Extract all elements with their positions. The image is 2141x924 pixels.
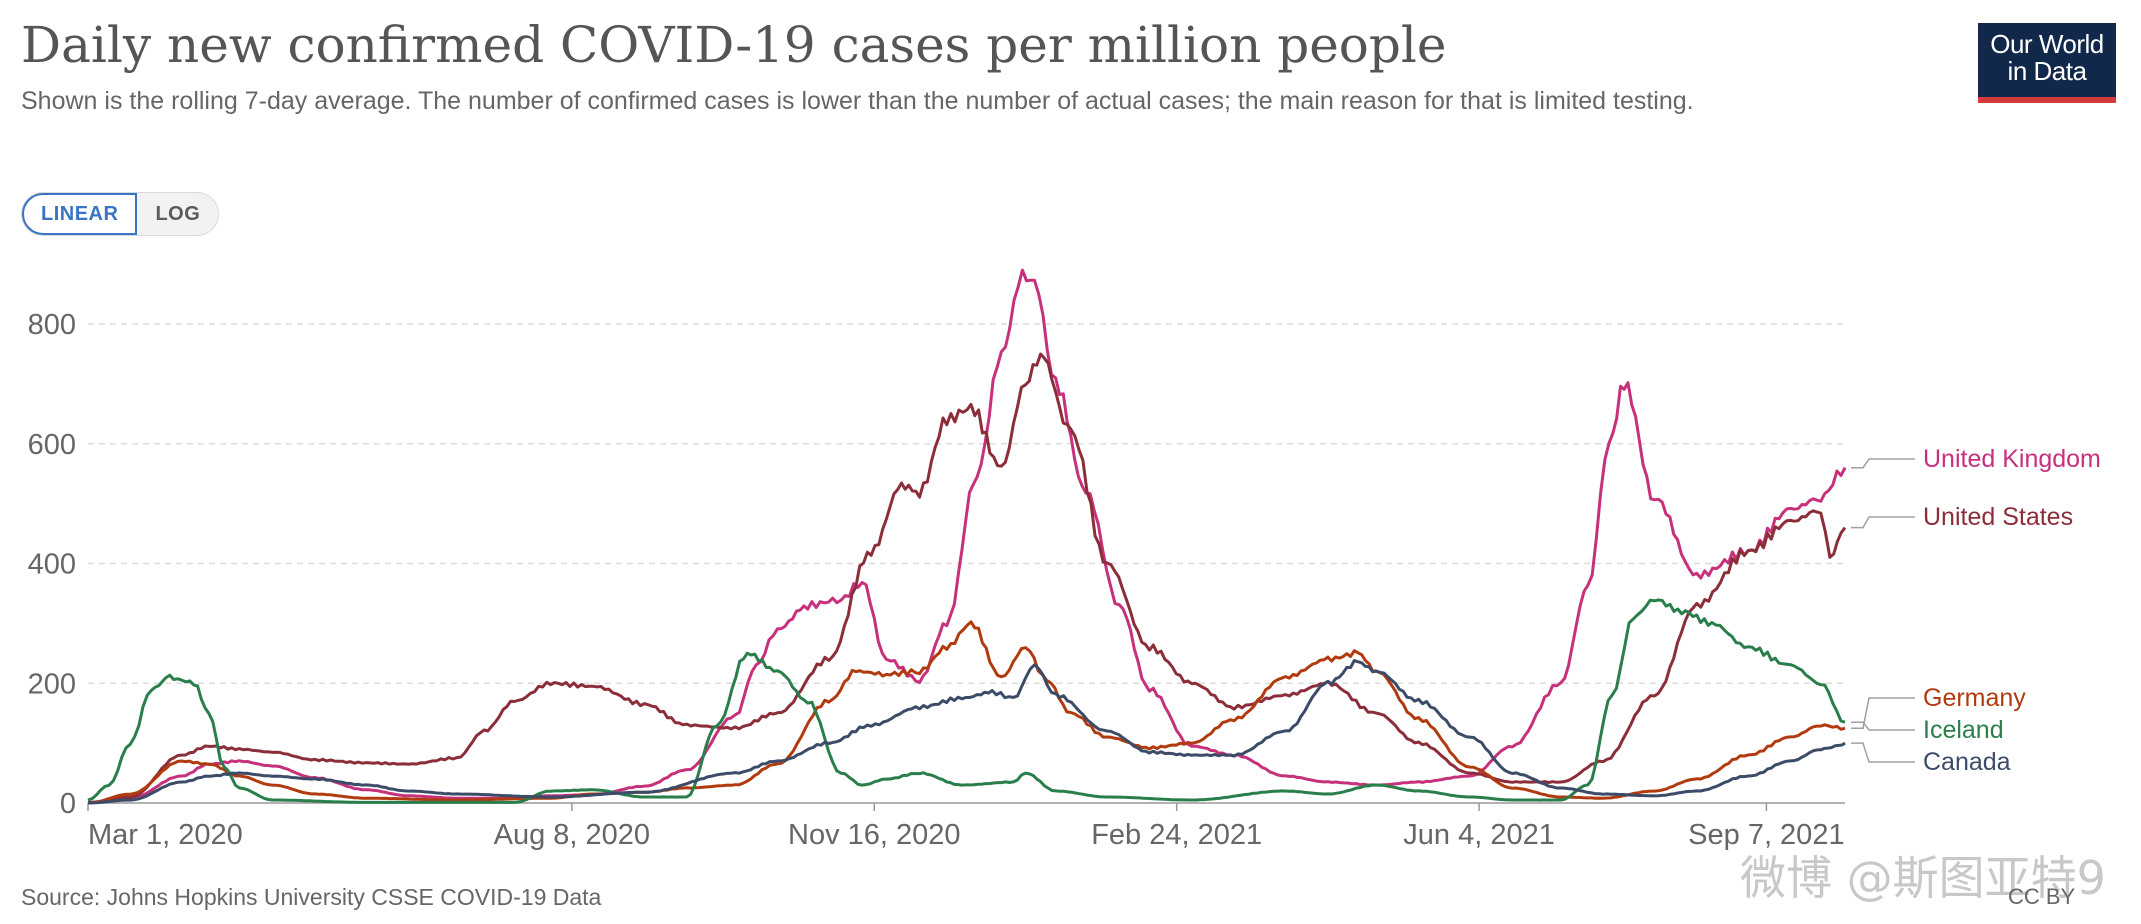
label-connector xyxy=(1851,742,1915,763)
chart-subtitle: Shown is the rolling 7-day average. The … xyxy=(21,87,1694,115)
y-tick-label: 800 xyxy=(28,309,76,341)
y-tick-label: 0 xyxy=(60,788,76,820)
watermark: 微博 @斯图亚特9 xyxy=(1740,851,2106,905)
our-world-in-data-logo[interactable]: Our World in Data xyxy=(1978,23,2116,103)
series-label-united-states[interactable]: United States xyxy=(1923,503,2073,531)
y-tick-label: 200 xyxy=(28,668,76,700)
label-connector xyxy=(1851,458,1915,469)
series-lines xyxy=(87,268,1847,805)
series-line-germany[interactable] xyxy=(87,620,1846,805)
logo-line-1: Our World xyxy=(1990,29,2104,59)
series-line-canada[interactable] xyxy=(87,659,1846,805)
y-tick-label: 400 xyxy=(28,549,76,581)
gridlines xyxy=(88,323,1845,684)
x-tick-label: Jun 4, 2021 xyxy=(1403,819,1555,851)
license-label[interactable]: CC BY xyxy=(2008,884,2076,909)
label-connector xyxy=(1851,721,1915,731)
label-connector xyxy=(1851,697,1915,729)
linear-scale-button[interactable]: LINEAR xyxy=(22,193,138,235)
y-tick-label: 600 xyxy=(28,429,76,461)
x-tick-label: Sep 7, 2021 xyxy=(1688,819,1844,851)
log-scale-button[interactable]: LOG xyxy=(155,203,201,225)
scale-toggle: LINEAR LOG xyxy=(21,192,220,236)
x-tick-label: Aug 8, 2020 xyxy=(494,819,650,851)
series-label-united-kingdom[interactable]: United Kingdom xyxy=(1923,445,2101,473)
series-line-iceland[interactable] xyxy=(87,598,1846,804)
series-label-canada[interactable]: Canada xyxy=(1923,748,2011,776)
series-line-united-kingdom[interactable] xyxy=(87,268,1847,804)
series-label-iceland[interactable]: Iceland xyxy=(1923,716,2004,744)
chart-title: Daily new confirmed COVID-19 cases per m… xyxy=(21,16,1447,74)
x-axis: Mar 1, 2020 Aug 8, 2020 Nov 16, 2020 Feb 24… xyxy=(87,802,1845,851)
source-note[interactable]: Source: Johns Hopkins University CSSE CO… xyxy=(21,884,602,910)
label-connector xyxy=(1851,516,1915,529)
series-label-germany[interactable]: Germany xyxy=(1923,684,2026,712)
x-tick-label: Feb 24, 2021 xyxy=(1091,819,1262,851)
series-end-labels: United Kingdom United States Germany Icelan… xyxy=(1851,445,2101,776)
x-tick-label: Nov 16, 2020 xyxy=(788,819,961,851)
y-axis-tick-labels: 0 200 400 600 800 xyxy=(28,309,76,820)
logo-line-2: in Data xyxy=(2007,56,2087,86)
series-line-united-states[interactable] xyxy=(87,352,1847,804)
x-tick-label: Mar 1, 2020 xyxy=(88,819,243,851)
